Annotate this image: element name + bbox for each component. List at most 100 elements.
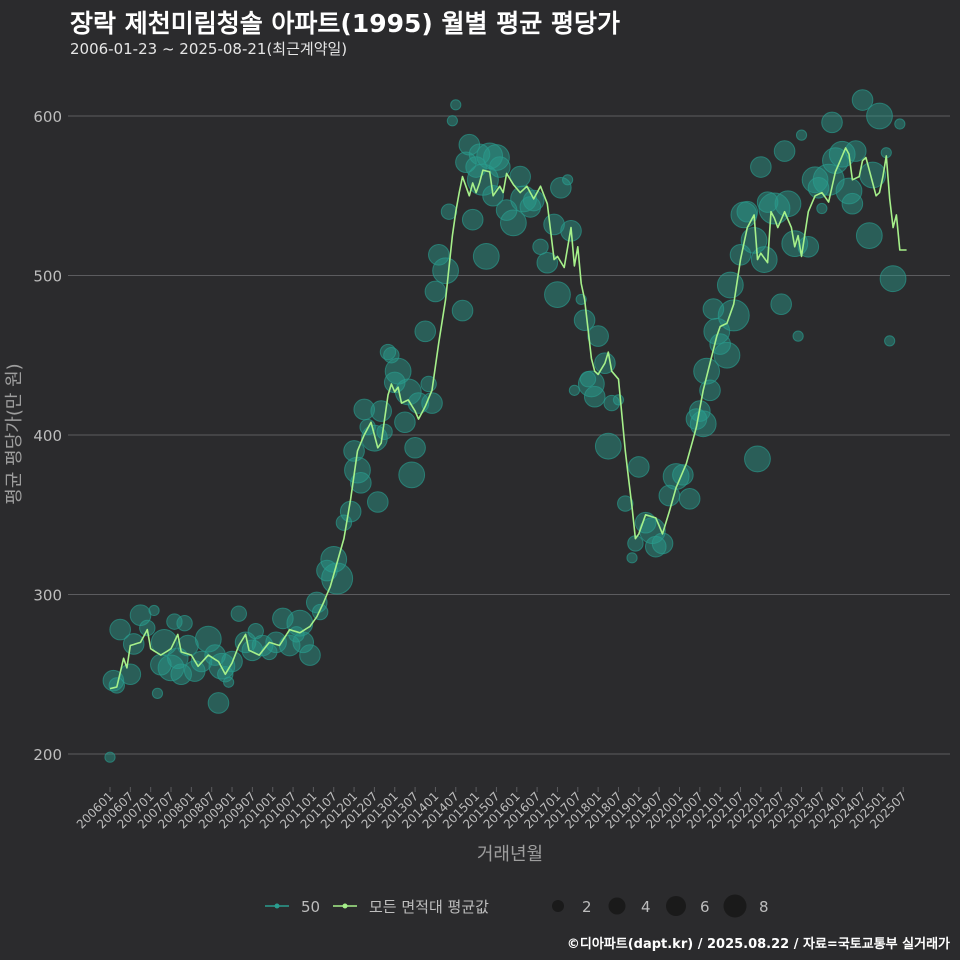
grid — [68, 115, 950, 755]
legend-size-label: 2 — [582, 898, 592, 916]
data-point — [177, 634, 199, 657]
data-point — [472, 242, 500, 270]
data-point — [651, 532, 674, 555]
data-point — [617, 495, 634, 512]
data-point — [866, 102, 893, 130]
data-point — [774, 190, 802, 218]
average-line-path — [109, 147, 907, 690]
data-point — [816, 202, 828, 215]
y-tick-label: 300 — [33, 587, 62, 605]
data-point — [157, 654, 185, 682]
legend-size-label: 6 — [700, 898, 710, 916]
data-point — [693, 357, 721, 385]
data-point — [855, 222, 883, 250]
data-point — [821, 111, 843, 134]
data-point — [519, 196, 542, 218]
data-point — [421, 392, 443, 414]
data-point — [404, 436, 426, 459]
source-credit: ©디아파트(dapt.kr) / 2025.08.22 / 자료=국토교통부 실… — [566, 937, 950, 952]
x-axis-label: 거래년월 — [477, 844, 543, 865]
chart-title: 장락 제천미림청솔 아파트(1995) 월별 평균 평당가 — [70, 9, 620, 38]
data-point — [536, 251, 559, 274]
data-point — [292, 631, 315, 654]
data-point — [499, 209, 527, 237]
data-point — [230, 605, 248, 622]
scatter-points — [102, 89, 907, 763]
data-point — [744, 445, 771, 473]
data-point — [884, 335, 896, 347]
y-tick-label: 400 — [33, 427, 62, 445]
data-point — [366, 491, 389, 513]
data-point — [750, 246, 778, 273]
legend-key-points-dot — [274, 903, 280, 909]
data-point — [450, 99, 462, 111]
data-point — [465, 156, 487, 178]
data-point — [773, 140, 796, 162]
data-point — [376, 423, 393, 441]
y-tick-label: 600 — [33, 108, 62, 126]
legend-label-points: 50 — [301, 898, 320, 916]
data-point — [879, 265, 907, 293]
legend-size-label: 4 — [641, 898, 651, 916]
legend-size-key — [552, 900, 564, 912]
data-point — [489, 156, 511, 178]
data-point — [716, 271, 744, 299]
data-point — [299, 644, 321, 666]
data-point — [311, 603, 329, 621]
data-point — [148, 604, 160, 617]
data-point — [770, 293, 792, 316]
data-point — [344, 456, 371, 484]
data-point — [672, 464, 694, 486]
y-tick-label: 500 — [33, 268, 62, 286]
data-point — [265, 631, 287, 654]
data-point — [577, 370, 605, 398]
data-point — [104, 751, 116, 763]
chart-subtitle: 2006-01-23 ~ 2025-08-21(최근계약일) — [70, 40, 348, 58]
data-point — [414, 320, 437, 343]
data-point — [594, 432, 622, 460]
data-point — [522, 189, 545, 212]
data-point — [678, 488, 701, 510]
y-axis-ticks: 200 300 400 500 600 — [33, 108, 62, 764]
data-point — [792, 330, 804, 342]
data-point — [207, 692, 230, 714]
data-point — [544, 281, 571, 309]
data-point — [247, 622, 264, 640]
data-point — [562, 174, 574, 186]
average-line — [109, 147, 907, 690]
data-point — [844, 140, 867, 162]
legend-size-key — [723, 894, 747, 918]
data-point — [461, 208, 484, 231]
data-point — [394, 411, 416, 434]
data-point — [851, 89, 874, 111]
data-point — [626, 552, 638, 564]
data-point — [321, 562, 354, 595]
data-point — [841, 192, 864, 215]
legend-label-line: 모든 면적대 평균값 — [369, 898, 489, 916]
y-tick-label: 200 — [33, 746, 62, 764]
data-point — [432, 257, 459, 285]
data-point — [109, 618, 131, 641]
data-point — [194, 625, 222, 653]
data-point — [550, 176, 572, 199]
data-point — [398, 461, 426, 489]
data-point — [587, 325, 609, 347]
data-point — [583, 385, 606, 408]
data-point — [440, 203, 458, 220]
legend-size-key — [666, 896, 686, 916]
data-point — [446, 115, 458, 127]
x-axis-ticks: 2006012006072007012007072008012008072009… — [74, 787, 909, 832]
legend-size-key — [608, 897, 626, 915]
data-point — [835, 177, 863, 205]
data-point — [170, 663, 192, 686]
data-point — [756, 191, 779, 213]
data-point — [451, 299, 474, 322]
data-point — [151, 687, 164, 699]
data-point — [795, 129, 808, 141]
data-point — [894, 118, 906, 130]
data-point — [139, 619, 156, 637]
data-point — [713, 341, 741, 369]
data-point — [628, 456, 650, 478]
data-point — [689, 410, 717, 438]
